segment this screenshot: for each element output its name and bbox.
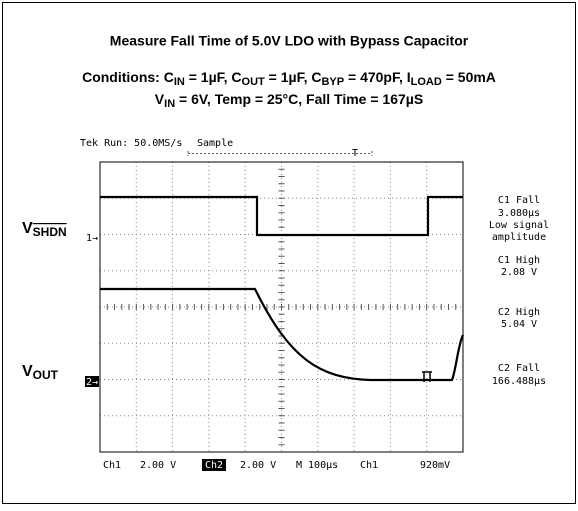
footer-ch2-box [202, 459, 226, 471]
scope-mode: Sample [197, 138, 233, 149]
conditions: VIN = 6V, Temp = 25°C, Fall Time = 167µS [155, 91, 423, 110]
subscript: IN [174, 76, 185, 88]
scope-header: Tek Run: 50.0MS/s [80, 138, 182, 149]
subscript: IN [164, 98, 175, 110]
title: Measure Fall Time of 5.0V LDO with Bypas… [110, 33, 469, 49]
ch1-trace [100, 195, 463, 237]
ch2-label: VOUT [22, 363, 59, 382]
measurement: C2 Fall [498, 363, 540, 374]
subscript: LOAD [411, 76, 442, 88]
measurement: C1 High [498, 255, 540, 266]
ch1-marker: 1→ [86, 233, 98, 244]
subscript: OUT [242, 76, 266, 88]
footer-ch2-scale: 2.00 V [240, 460, 276, 471]
footer-trigger-source: Ch1 [360, 460, 378, 471]
subscript: BYP [321, 76, 344, 88]
ch2-marker: 2→ [86, 377, 98, 388]
graticule [99, 161, 464, 453]
text-segment: Conditions: C [82, 69, 174, 85]
ch1-label: VSHDN [22, 220, 67, 239]
measurement: amplitude [492, 232, 546, 243]
ch2-trace [100, 287, 465, 382]
text-segment: V [155, 91, 165, 107]
ch2-marker-box [85, 376, 99, 387]
text-segment: = 1µF, C [265, 69, 322, 85]
measurement: 5.04 V [501, 319, 537, 330]
trigger-marker: T [352, 148, 358, 159]
text-segment: = 1µF, C [185, 69, 242, 85]
text-segment: = 470pF, I [344, 69, 411, 85]
footer-trigger-level: 920mV [420, 460, 450, 471]
measurement: 2.08 V [501, 267, 537, 278]
measurement: C2 High [498, 307, 540, 318]
footer-ch2: Ch2 [205, 460, 223, 471]
footer-ch1: Ch1 [103, 460, 121, 471]
conditions: Conditions: CIN = 1µF, COUT = 1µF, CBYP … [82, 69, 496, 88]
screen-border [99, 161, 464, 453]
measurement: 166.488µs [492, 376, 546, 387]
text-segment: = 6V, Temp = 25°C, Fall Time = 167µS [175, 91, 423, 107]
record-bar [187, 151, 373, 156]
measurement: Low signal [489, 220, 549, 231]
text-segment: = 50mA [442, 69, 496, 85]
cursor-marker [422, 371, 432, 382]
measurement: C1 Fall [498, 195, 540, 206]
frame [2, 2, 576, 504]
footer-timebase: M 100µs [296, 460, 338, 471]
footer-ch1-scale: 2.00 V [140, 460, 176, 471]
measurement: 3.080µs [498, 208, 540, 219]
